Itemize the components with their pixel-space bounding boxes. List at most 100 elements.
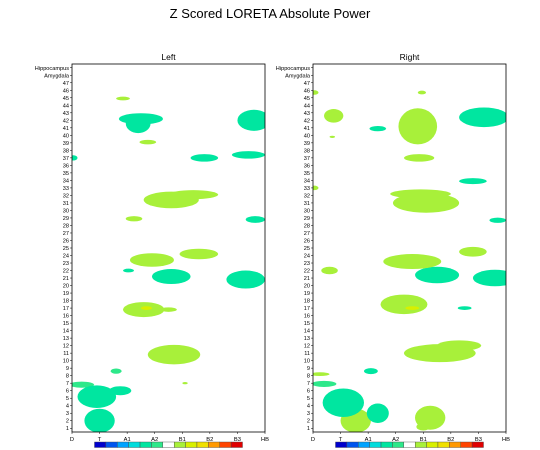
y-tick-label: 26 [304, 238, 310, 244]
y-tick-label: 21 [63, 276, 69, 282]
y-tick-label: 28 [63, 223, 69, 229]
activation-region [415, 266, 460, 284]
x-tick-label: A1 [124, 437, 131, 443]
activation-region [321, 266, 338, 275]
x-tick-label: A1 [365, 437, 372, 443]
activation-region [364, 368, 378, 375]
y-tick-label: 6 [307, 389, 310, 395]
y-tick-label: 4 [307, 404, 310, 410]
color-scale-swatch [403, 441, 416, 448]
color-scale-swatch [369, 441, 382, 448]
y-tick-label: 43 [63, 111, 69, 117]
activation-region [437, 340, 482, 351]
color-scale-swatch [426, 441, 439, 448]
activation-region [324, 109, 344, 123]
color-scale-swatch [173, 441, 186, 448]
activation-region [116, 96, 130, 101]
y-tick-label: 16 [63, 314, 69, 320]
color-scale-swatch [208, 441, 220, 448]
activation-region [231, 151, 265, 159]
color-scale-swatch [230, 441, 243, 448]
y-tick-label: 35 [304, 171, 310, 177]
y-tick-label: 21 [304, 276, 310, 282]
y-tick-label: 14 [304, 329, 310, 335]
activation-region [313, 372, 330, 377]
y-tick-label: 32 [63, 193, 69, 199]
color-scale-swatch [105, 441, 118, 448]
y-tick-label: 20 [304, 284, 310, 290]
activation-region [84, 408, 115, 432]
color-scale-swatch [196, 441, 209, 448]
color-scale-bar [335, 441, 484, 448]
panel-title: Left [161, 52, 176, 62]
x-tick-label: T [339, 437, 343, 443]
y-tick-label: 19 [63, 291, 69, 297]
y-tick-label: 18 [63, 299, 69, 305]
y-tick-label: Hippocampus [35, 66, 69, 72]
y-tick-label: 40 [304, 133, 310, 139]
y-tick-label: 17 [304, 306, 310, 312]
activation-region [109, 386, 132, 396]
color-scale-swatch [449, 441, 461, 448]
y-tick-label: 36 [304, 163, 310, 169]
color-scale-swatch [185, 441, 198, 448]
y-tick-label: 22 [304, 269, 310, 275]
y-tick-label: 25 [63, 246, 69, 252]
activation-region [129, 253, 175, 267]
y-tick-label: 27 [63, 231, 69, 237]
activation-region [322, 388, 365, 417]
activation-region [329, 135, 336, 138]
x-tick-label: A2 [392, 437, 399, 443]
region-layer [72, 96, 265, 432]
color-scale-swatch [335, 441, 348, 448]
y-tick-label: 24 [304, 254, 310, 260]
activation-region [383, 254, 442, 270]
y-tick-label: 45 [63, 96, 69, 102]
activation-region [179, 248, 219, 260]
y-tick-label: 41 [304, 126, 310, 132]
y-tick-label: 11 [304, 351, 310, 357]
y-tick-label: 23 [63, 261, 69, 267]
region-layer [313, 90, 506, 432]
y-tick-label: 15 [63, 321, 69, 327]
activation-region [118, 113, 163, 125]
y-tick-label: 37 [304, 156, 310, 162]
x-tick-label: T [98, 437, 102, 443]
activation-region [313, 380, 337, 387]
chart-title: Z Scored LORETA Absolute Power [169, 6, 371, 21]
activation-region [139, 139, 157, 145]
y-tick-label: 30 [63, 208, 69, 214]
y-tick-label: 39 [304, 141, 310, 147]
y-tick-label: 14 [63, 329, 69, 335]
y-tick-label: 10 [304, 359, 310, 365]
activation-region [472, 269, 506, 287]
y-tick-label: 47 [63, 81, 69, 87]
activation-region [416, 422, 431, 431]
activation-region [123, 268, 135, 273]
y-tick-label: 45 [304, 96, 310, 102]
activation-region [457, 306, 472, 310]
panel-left: Left123456789101112131415161718192021222… [35, 52, 269, 448]
y-tick-label: 1 [307, 426, 310, 432]
y-tick-label: 31 [63, 201, 69, 207]
y-tick-label: 1 [66, 426, 69, 432]
y-tick-label: 39 [63, 141, 69, 147]
y-tick-label: 37 [63, 156, 69, 162]
y-tick-label: 2 [307, 419, 310, 425]
activation-region [369, 125, 387, 132]
x-tick-label: B2 [206, 437, 213, 443]
y-tick-label: 40 [63, 133, 69, 139]
activation-region [125, 216, 143, 222]
y-tick-label: 5 [66, 396, 69, 402]
color-scale-swatch [437, 441, 450, 448]
y-tick-label: 43 [304, 111, 310, 117]
x-tick-label: B1 [420, 437, 427, 443]
y-tick-label: 4 [66, 404, 69, 410]
activation-region [147, 344, 201, 365]
y-tick-label: 9 [307, 366, 310, 372]
y-tick-label: 8 [307, 374, 310, 380]
y-tick-label: 34 [63, 178, 69, 184]
y-tick-label: 13 [63, 336, 69, 342]
activation-region [403, 154, 435, 162]
y-tick-label: 42 [304, 118, 310, 124]
